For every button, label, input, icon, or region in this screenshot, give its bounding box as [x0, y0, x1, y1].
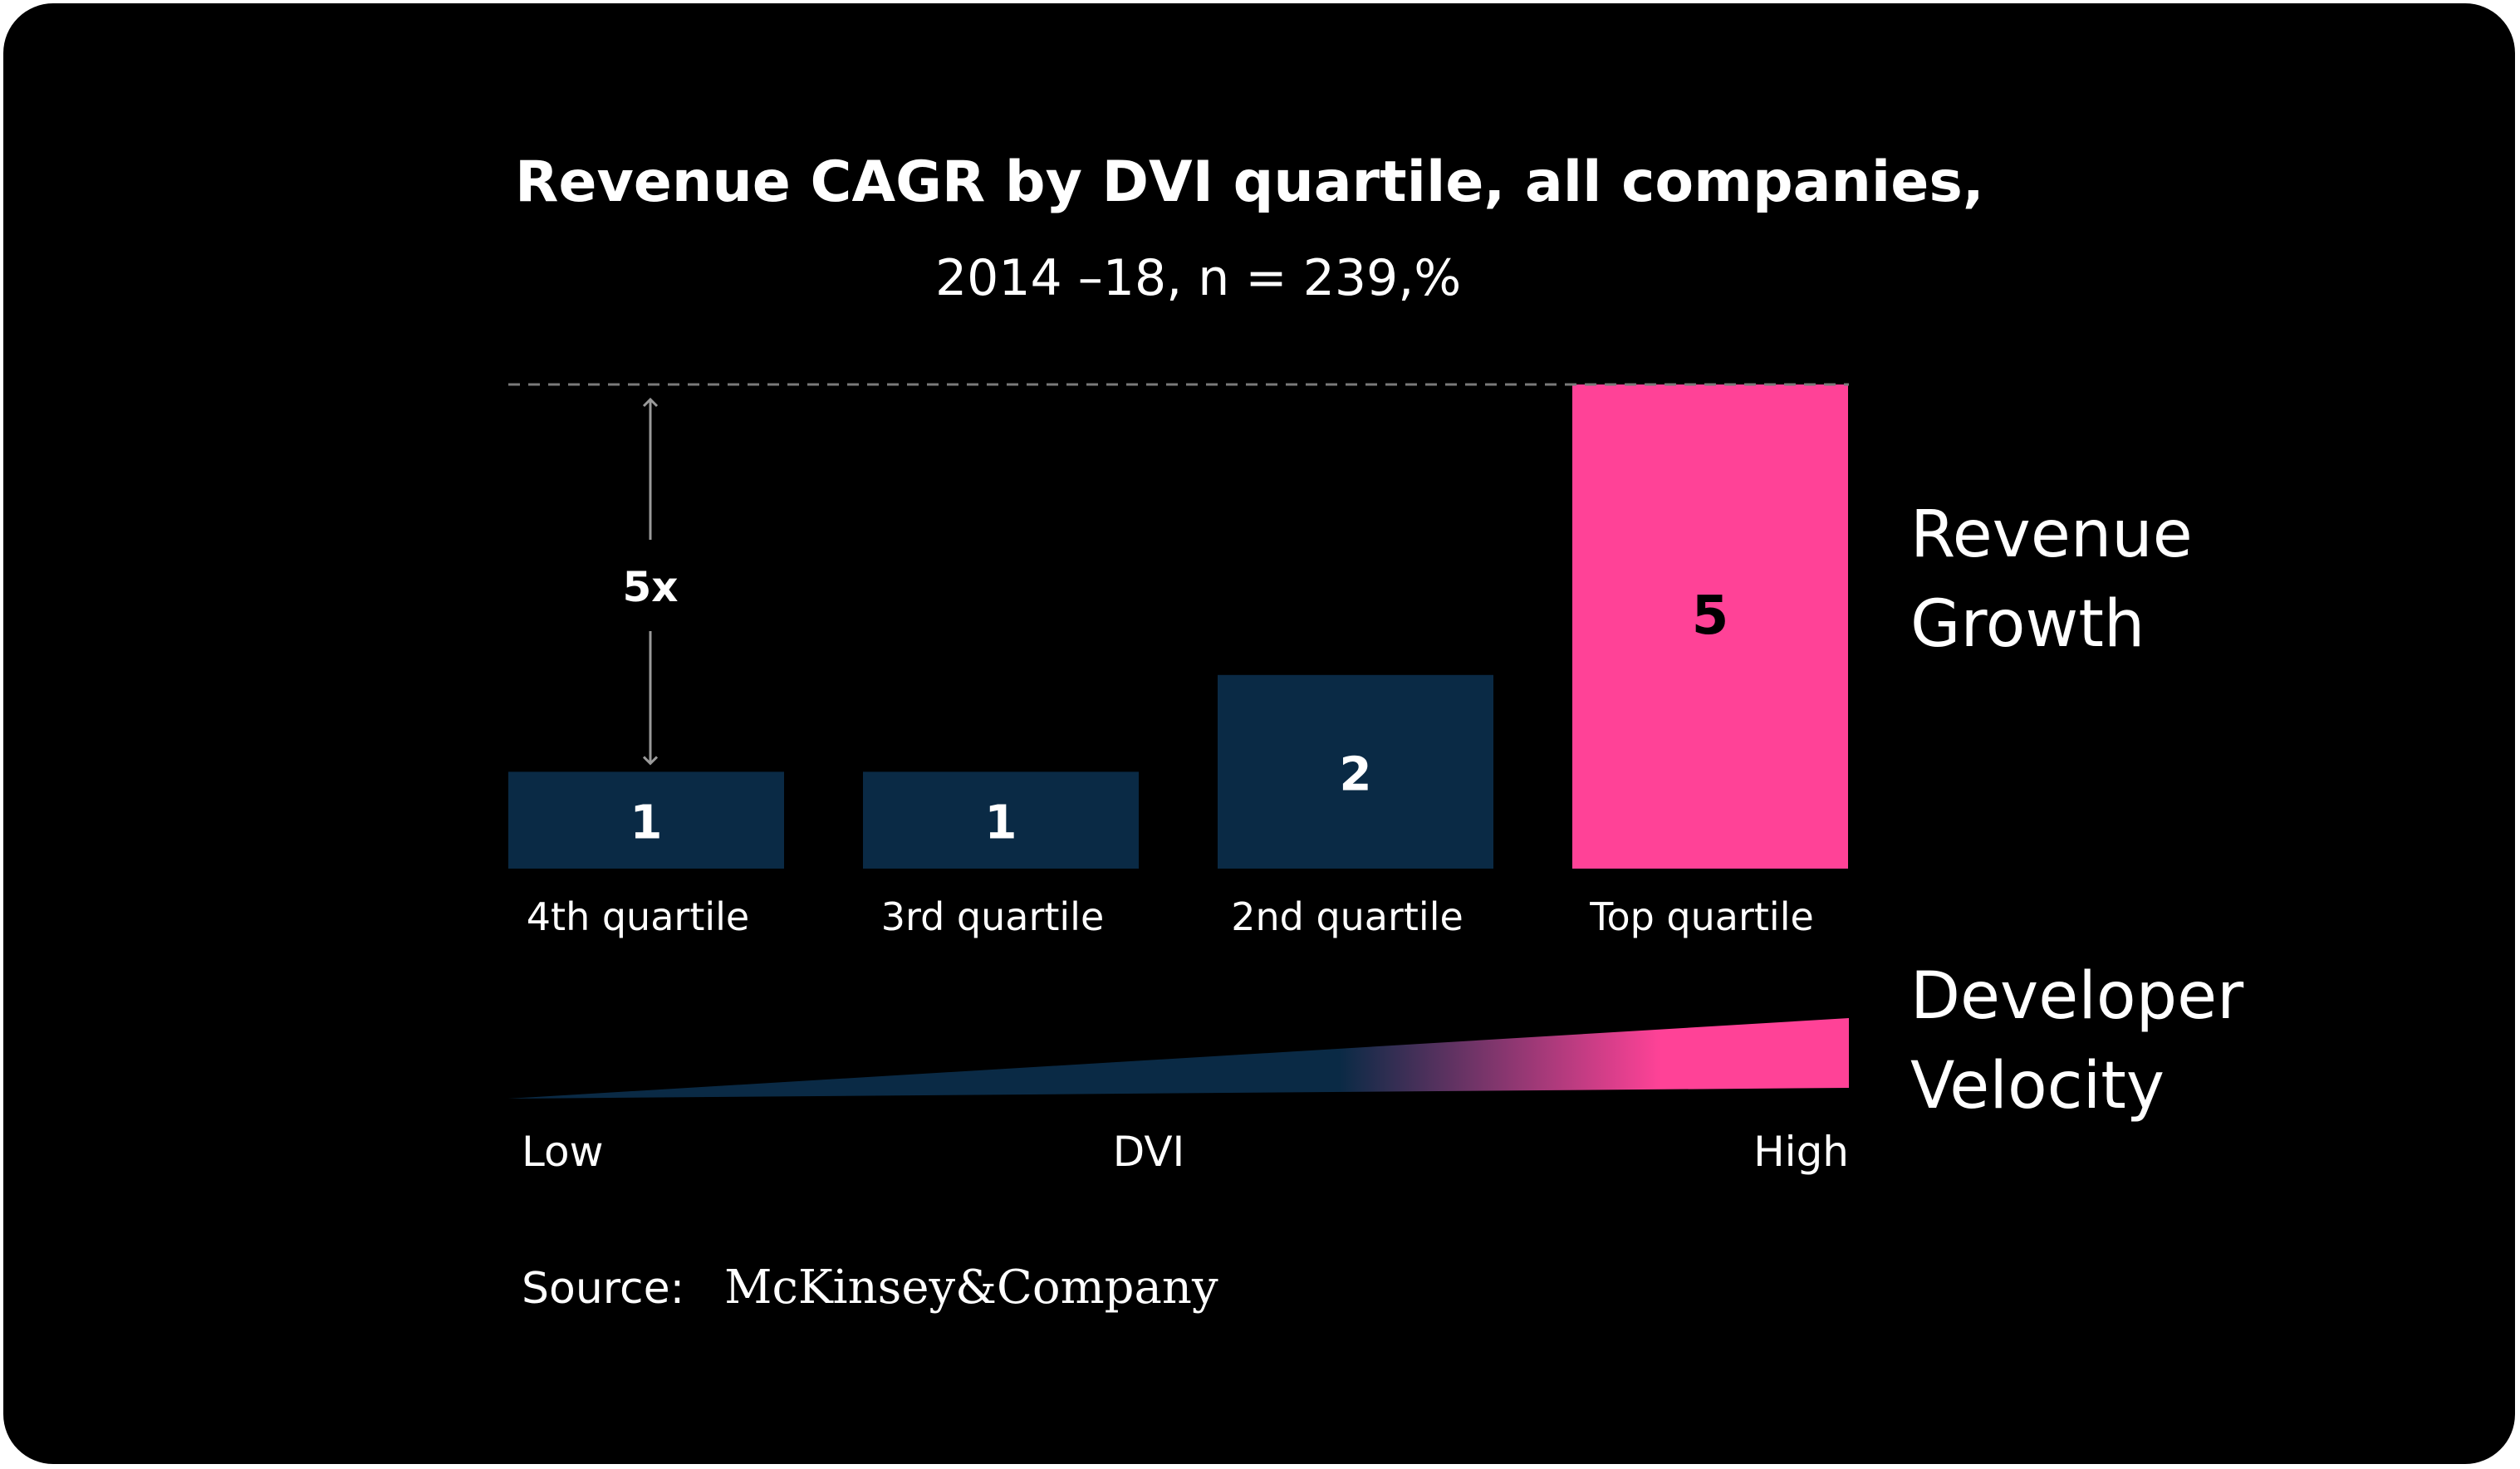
mckinsey-logo: McKinsey&Company [724, 1261, 1218, 1315]
dvi-axis: Low DVI High [508, 1018, 1849, 1176]
developer-velocity-line-1: Developer [1910, 959, 2244, 1034]
category-label-2: 3rd quartile [881, 894, 1105, 939]
developer-velocity-label: Developer Velocity [1910, 952, 2243, 1131]
bar-3 [1218, 674, 1493, 869]
category-label-4: Top quartile [1589, 894, 1814, 939]
dvi-axis-label: DVI [1113, 1128, 1185, 1176]
bar-value-label-3: 2 [1340, 747, 1372, 801]
dvi-low-label: Low [522, 1128, 603, 1176]
dvi-gradient-wedge [508, 1018, 1849, 1099]
bars-layer: 1 4th quartile 1 3rd quartile 2 2nd quartile 5… [508, 384, 1848, 939]
category-label-1: 4th quartile [527, 894, 749, 939]
bar-4 [1572, 384, 1848, 869]
bar-value-label-2: 1 [985, 796, 1017, 850]
bar-2 [863, 771, 1139, 869]
bar-1 [508, 771, 784, 869]
chart-title: Revenue CAGR by DVI quartile, all compan… [515, 149, 1984, 215]
revenue-growth-label: Revenue Growth [1910, 490, 2193, 669]
source-label: Source: [522, 1264, 685, 1314]
chart-subtitle: 2014 –18, n = 239,% [935, 249, 1462, 307]
dvi-high-label: High [1753, 1128, 1849, 1176]
source-line: Source: McKinsey&Company [522, 1261, 1218, 1315]
bar-value-label-4: 5 [1692, 585, 1729, 647]
revenue-growth-line-2: Growth [1910, 587, 2145, 662]
bar-value-label-1: 1 [630, 796, 663, 850]
annotation-layer: 5x [508, 383, 1849, 766]
revenue-growth-line-1: Revenue [1910, 497, 2193, 572]
category-label-3: 2nd quartile [1231, 894, 1463, 939]
multiplier-annotation: 5x [622, 563, 678, 611]
developer-velocity-line-2: Velocity [1910, 1049, 2165, 1124]
